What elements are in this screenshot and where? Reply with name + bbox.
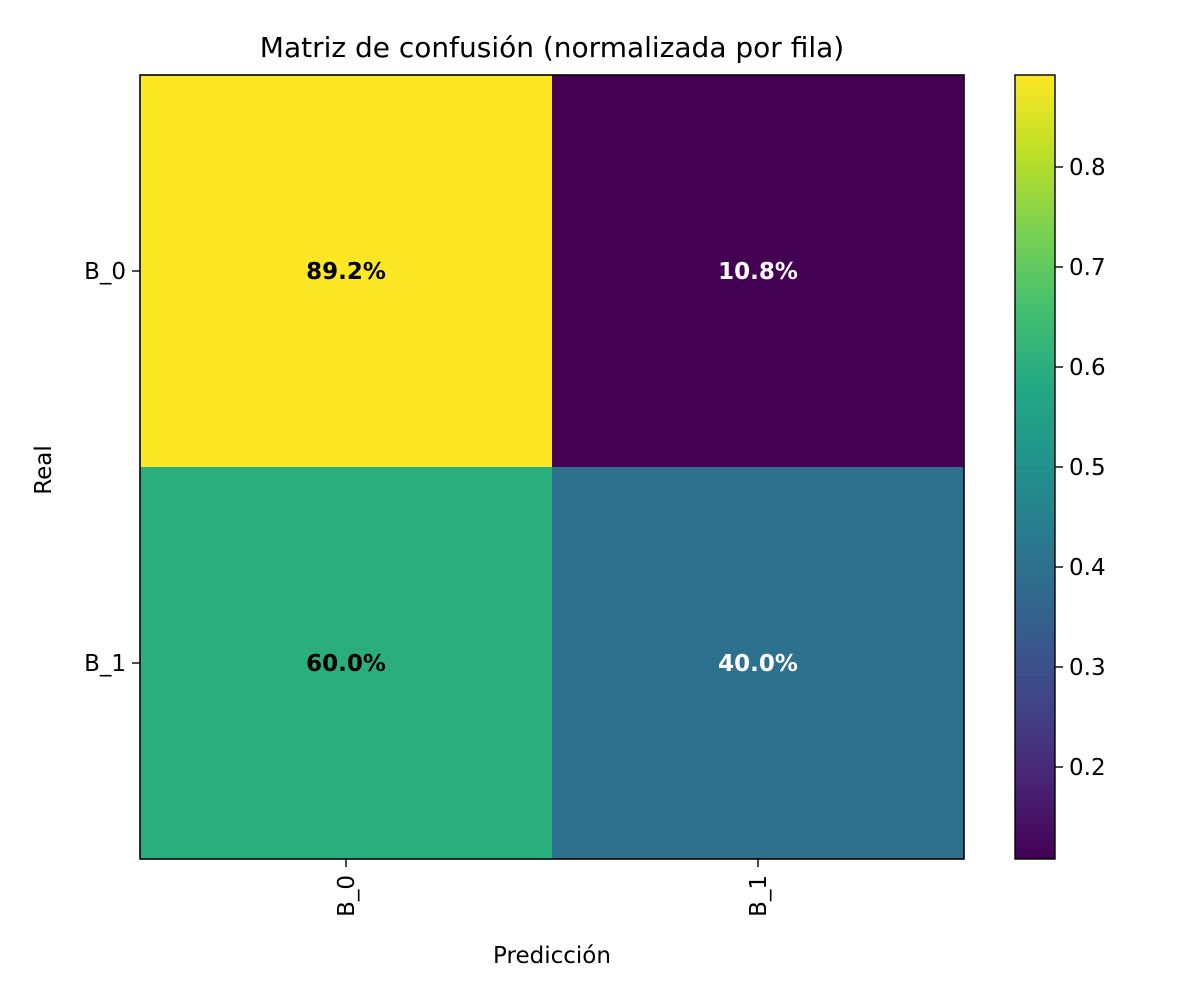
x-axis-ticks: B_0 B_1 — [334, 859, 772, 917]
colorbar: 0.2 0.3 0.4 0.5 0.6 0.7 0.8 — [1014, 74, 1106, 860]
colorbar-tick-label: 0.6 — [1069, 355, 1106, 381]
y-tick-label: B_0 — [84, 259, 126, 285]
heatmap-cell-1-1 — [552, 467, 964, 859]
y-tick-label: B_1 — [84, 651, 126, 677]
y-axis-label: Real — [31, 445, 57, 495]
colorbar-tick-label: 0.5 — [1069, 455, 1106, 481]
x-tick-label: B_0 — [334, 875, 360, 917]
heatmap-frame — [139, 74, 965, 860]
cell-value-label: 40.0% — [718, 651, 798, 677]
colorbar-tick-label: 0.7 — [1069, 255, 1106, 281]
cell-value-label: 60.0% — [306, 651, 386, 677]
colorbar-tick-label: 0.2 — [1069, 755, 1106, 781]
heatmap-cell-1-0 — [140, 467, 552, 859]
cell-value-label: 10.8% — [718, 259, 798, 285]
colorbar-tick-label: 0.8 — [1069, 155, 1106, 181]
colorbar-tick-label: 0.3 — [1069, 655, 1106, 681]
heatmap-cell-0-1 — [552, 75, 964, 467]
x-axis-label: Predicción — [493, 943, 611, 969]
x-tick-label: B_1 — [746, 875, 772, 917]
chart-title: Matriz de confusión (normalizada por fil… — [260, 31, 844, 64]
cell-value-label: 89.2% — [306, 259, 386, 285]
colorbar-tick-label: 0.4 — [1069, 555, 1106, 581]
heatmap-area: 89.2% 10.8% 60.0% 40.0% — [139, 74, 965, 860]
colorbar-gradient — [1015, 75, 1055, 859]
heatmap-cell-0-0 — [140, 75, 552, 467]
y-axis-ticks: B_0 B_1 — [84, 259, 140, 677]
